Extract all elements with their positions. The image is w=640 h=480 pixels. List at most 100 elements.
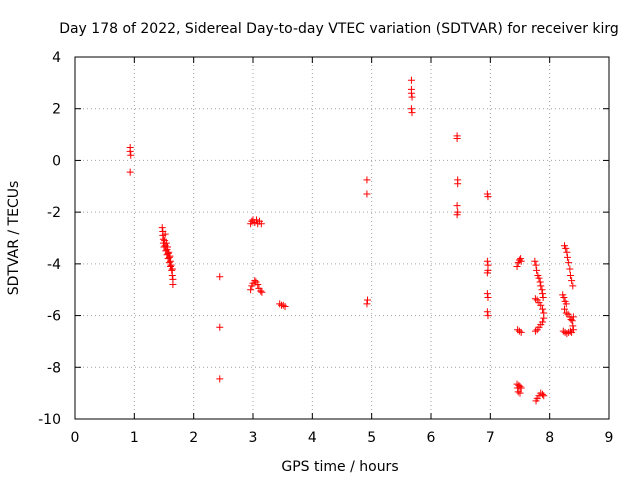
data-point <box>363 300 371 308</box>
data-point <box>251 277 259 285</box>
data-point <box>531 295 539 303</box>
x-tick-label: 5 <box>367 430 376 446</box>
data-point <box>565 259 573 267</box>
data-point <box>560 293 568 301</box>
x-tick-label: 6 <box>427 430 436 446</box>
x-tick-label: 3 <box>249 430 258 446</box>
data-point <box>532 261 540 269</box>
data-point <box>566 327 574 335</box>
data-point <box>559 327 567 335</box>
y-tick-label: 0 <box>52 153 61 169</box>
data-point <box>562 309 570 317</box>
data-point <box>484 312 492 320</box>
data-point <box>561 305 568 313</box>
data-points <box>126 76 577 405</box>
data-point <box>257 287 265 295</box>
data-point <box>168 271 176 279</box>
data-point <box>168 265 176 273</box>
data-point <box>166 252 174 260</box>
data-point <box>216 375 224 383</box>
data-point <box>540 392 548 400</box>
data-point <box>517 257 525 265</box>
y-tick-label: -4 <box>47 257 61 273</box>
data-point <box>483 269 491 277</box>
data-point <box>569 326 577 334</box>
y-tick-label: -2 <box>47 205 61 221</box>
x-tick-label: 1 <box>130 430 139 446</box>
data-point <box>516 383 524 391</box>
data-point <box>568 317 576 325</box>
data-point <box>531 327 539 335</box>
data-point <box>167 261 175 269</box>
data-point <box>257 220 265 228</box>
data-point <box>516 389 524 397</box>
data-point <box>164 243 172 251</box>
y-tick-label: -8 <box>47 360 61 376</box>
data-point <box>248 217 256 225</box>
data-point <box>568 277 576 285</box>
data-point <box>407 105 415 113</box>
data-point <box>363 190 371 198</box>
data-point <box>563 248 571 256</box>
data-point <box>364 296 372 304</box>
data-point <box>216 323 224 331</box>
data-point <box>562 300 570 308</box>
tick-layer: 0 1 2 3 4 5 6 7 8 9 4 2 0 -2 -4 -6 -8 -10 <box>38 50 613 446</box>
data-point <box>539 290 547 298</box>
data-point <box>258 288 266 296</box>
x-tick-label: 9 <box>605 430 614 446</box>
data-point <box>453 202 461 210</box>
data-point <box>569 313 577 321</box>
data-point <box>126 168 134 176</box>
data-point <box>515 256 523 264</box>
data-point <box>513 262 521 270</box>
data-point <box>127 151 135 159</box>
data-point <box>539 305 547 313</box>
data-point <box>453 211 461 219</box>
data-point <box>537 282 545 290</box>
data-point <box>538 286 546 294</box>
data-point <box>253 216 261 224</box>
data-point <box>566 271 574 279</box>
data-point <box>539 390 547 398</box>
y-axis-label: SDTVAR / TECUs <box>6 181 22 296</box>
data-point <box>563 330 571 338</box>
x-tick-label: 2 <box>189 430 198 446</box>
x-tick-label: 7 <box>486 430 495 446</box>
data-point <box>254 281 262 289</box>
x-tick-label: 8 <box>545 430 554 446</box>
data-point <box>533 266 541 274</box>
data-point <box>563 253 571 261</box>
data-point <box>514 326 522 334</box>
data-point <box>483 257 491 265</box>
grid-layer <box>75 57 609 419</box>
y-tick-label: 2 <box>52 102 61 118</box>
data-point <box>407 76 415 84</box>
data-point <box>566 265 574 273</box>
data-point <box>484 193 492 201</box>
data-point <box>517 384 525 392</box>
data-point <box>536 278 544 286</box>
y-tick-label: -10 <box>38 412 61 428</box>
data-point <box>483 308 491 316</box>
y-tick-label: -6 <box>47 309 61 325</box>
data-point <box>408 109 416 117</box>
data-point <box>453 134 461 142</box>
data-point <box>276 300 284 308</box>
data-point <box>484 293 492 301</box>
data-point <box>517 328 525 336</box>
data-point <box>454 180 462 188</box>
data-point <box>569 322 577 330</box>
data-point <box>535 274 543 282</box>
data-point <box>247 286 255 294</box>
data-point <box>169 281 177 289</box>
data-point <box>165 248 173 256</box>
plot-frame <box>74 56 610 420</box>
data-point <box>162 239 170 247</box>
data-point <box>126 147 134 155</box>
data-point <box>539 293 547 301</box>
data-point <box>540 314 548 322</box>
data-point <box>408 93 416 101</box>
data-point <box>483 290 491 298</box>
